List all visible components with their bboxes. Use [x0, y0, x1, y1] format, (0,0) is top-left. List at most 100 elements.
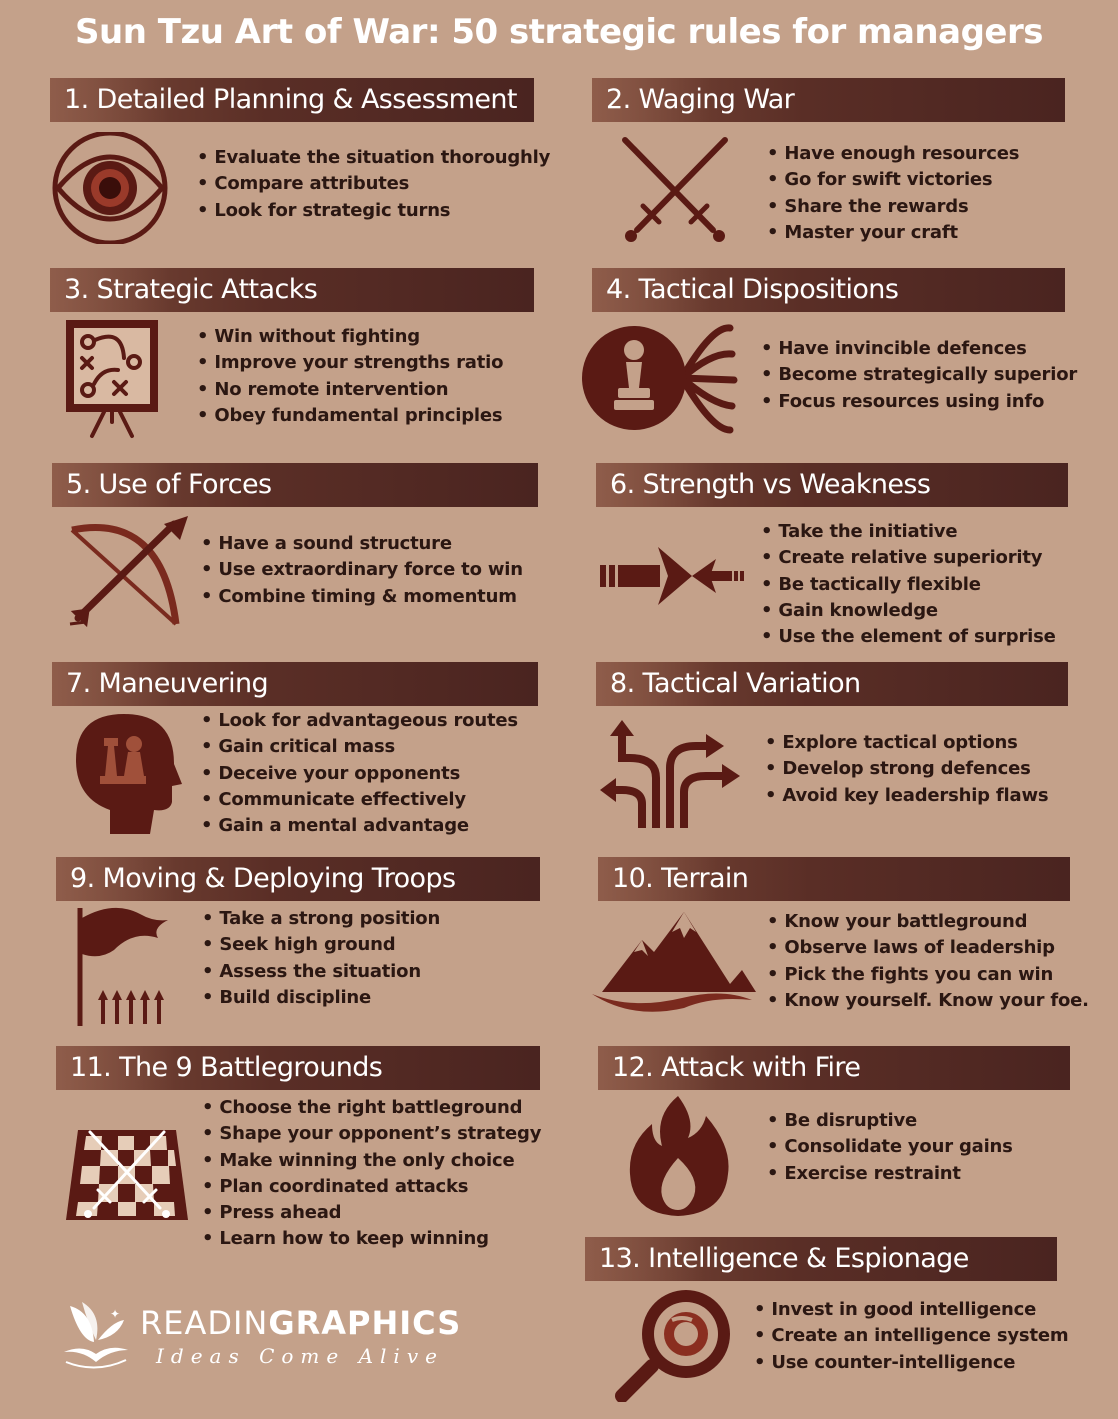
section-6-points: Take the initiative Create relative supe… — [761, 519, 1056, 650]
section-5-heading: 5. Use of Forces — [66, 469, 272, 500]
section-2-heading: 2. Waging War — [606, 84, 795, 115]
page-title: Sun Tzu Art of War: 50 strategic rules f… — [75, 12, 1043, 52]
list-item: Compare attributes — [197, 171, 550, 197]
list-item: Seek high ground — [202, 932, 440, 958]
section-11-banner: 11. The 9 Battlegrounds — [56, 1046, 540, 1090]
section-2-banner: 2. Waging War — [592, 78, 1065, 122]
list-item: Know your battleground — [767, 909, 1089, 935]
section-7-points: Look for advantageous routes Gain critic… — [201, 708, 518, 839]
list-item: Have enough resources — [767, 141, 1019, 167]
list-item: Master your craft — [767, 220, 1019, 246]
list-item: Look for strategic turns — [197, 198, 550, 224]
section-10-heading: 10. Terrain — [612, 863, 749, 894]
section-7-heading: 7. Maneuvering — [66, 668, 269, 699]
section-4-heading: 4. Tactical Dispositions — [606, 274, 899, 305]
list-item: Create relative superiority — [761, 545, 1056, 571]
list-item: Invest in good intelligence — [754, 1297, 1068, 1323]
section-13-points: Invest in good intelligence Create an in… — [754, 1297, 1068, 1376]
section-3-heading: 3. Strategic Attacks — [64, 274, 318, 305]
list-item: Go for swift victories — [767, 167, 1019, 193]
flag-troops-icon — [77, 907, 168, 1026]
section-4-banner: 4. Tactical Dispositions — [592, 268, 1065, 312]
list-item: Be tactically flexible — [761, 572, 1056, 598]
list-item: Deceive your opponents — [201, 761, 518, 787]
head-chess-icon — [76, 714, 182, 834]
section-1-heading: 1. Detailed Planning & Assessment — [64, 84, 518, 115]
section-6-banner: 6. Strength vs Weakness — [596, 463, 1068, 507]
list-item: Explore tactical options — [765, 730, 1048, 756]
list-item: Evaluate the situation thoroughly — [197, 145, 550, 171]
section-1-points: Evaluate the situation thoroughly Compar… — [197, 145, 550, 224]
list-item: Take the initiative — [761, 519, 1056, 545]
list-item: Make winning the only choice — [202, 1148, 541, 1174]
list-item: Shape your opponent’s strategy — [202, 1121, 541, 1147]
section-1-banner: 1. Detailed Planning & Assessment — [50, 78, 534, 122]
list-item: Have invincible defences — [761, 336, 1077, 362]
section-11-heading: 11. The 9 Battlegrounds — [70, 1052, 383, 1083]
list-item: Gain a mental advantage — [201, 813, 518, 839]
list-item: Obey fundamental principles — [197, 403, 503, 429]
list-item: Communicate effectively — [201, 787, 518, 813]
list-item: Focus resources using info — [761, 389, 1077, 415]
list-item: Exercise restraint — [767, 1161, 1013, 1187]
list-item: Pick the fights you can win — [767, 962, 1089, 988]
list-item: Be disruptive — [767, 1108, 1013, 1134]
list-item: Observe laws of leadership — [767, 935, 1089, 961]
chess-pawn-arrows-icon — [582, 324, 738, 434]
section-5-points: Have a sound structure Use extraordinary… — [201, 531, 523, 610]
section-13-heading: 13. Intelligence & Espionage — [599, 1243, 969, 1274]
brand-tagline: Ideas Come Alive — [156, 1344, 444, 1368]
mountains-icon — [592, 912, 756, 1012]
section-9-heading: 9. Moving & Deploying Troops — [70, 863, 456, 894]
list-item: Improve your strengths ratio — [197, 350, 503, 376]
list-item: Develop strong defences — [765, 756, 1048, 782]
section-12-banner: 12. Attack with Fire — [598, 1046, 1070, 1090]
list-item: Gain knowledge — [761, 598, 1056, 624]
list-item: Look for advantageous routes — [201, 708, 518, 734]
list-item: Plan coordinated attacks — [202, 1174, 541, 1200]
section-9-banner: 9. Moving & Deploying Troops — [56, 857, 540, 901]
diverging-arrows-icon — [600, 720, 740, 828]
list-item: Share the rewards — [767, 194, 1019, 220]
section-8-heading: 8. Tactical Variation — [610, 668, 861, 699]
section-9-points: Take a strong position Seek high ground … — [202, 906, 440, 1011]
section-4-points: Have invincible defences Become strategi… — [761, 336, 1077, 415]
list-item: Use counter-intelligence — [754, 1350, 1068, 1376]
list-item: Take a strong position — [202, 906, 440, 932]
list-item: No remote intervention — [197, 377, 503, 403]
bow-and-arrow-icon — [69, 516, 188, 628]
section-11-points: Choose the right battleground Shape your… — [202, 1095, 541, 1253]
list-item: Gain critical mass — [201, 734, 518, 760]
section-10-banner: 10. Terrain — [598, 857, 1070, 901]
section-7-banner: 7. Maneuvering — [52, 662, 538, 706]
list-item: Avoid key leadership flaws — [765, 783, 1048, 809]
list-item: Become strategically superior — [761, 362, 1077, 388]
section-12-points: Be disruptive Consolidate your gains Exe… — [767, 1108, 1013, 1187]
list-item: Choose the right battleground — [202, 1095, 541, 1121]
chessboard-swords-icon — [66, 1130, 188, 1220]
section-3-points: Win without fighting Improve your streng… — [197, 324, 503, 429]
section-8-banner: 8. Tactical Variation — [596, 662, 1068, 706]
list-item: Have a sound structure — [201, 531, 523, 557]
section-3-banner: 3. Strategic Attacks — [50, 268, 534, 312]
list-item: Use extraordinary force to win — [201, 557, 523, 583]
book-butterfly-logo-icon: ✦ — [64, 1302, 128, 1369]
list-item: Assess the situation — [202, 959, 440, 985]
list-item: Use the element of surprise — [761, 624, 1055, 650]
list-item: Press ahead — [202, 1200, 541, 1226]
list-item: Know yourself. Know your foe. — [767, 988, 1089, 1014]
opposing-arrows-icon — [600, 547, 744, 605]
crossed-swords-icon — [622, 137, 728, 242]
magnifier-eye-icon — [615, 1290, 730, 1402]
list-item: Consolidate your gains — [767, 1134, 1013, 1160]
section-8-points: Explore tactical options Develop strong … — [765, 730, 1048, 809]
brand-name: READINGRAPHICS — [140, 1304, 462, 1342]
flame-icon — [629, 1096, 729, 1216]
list-item: Build discipline — [202, 985, 440, 1011]
section-13-banner: 13. Intelligence & Espionage — [585, 1237, 1057, 1281]
eye-icon — [52, 132, 168, 244]
list-item: Combine timing & momentum — [201, 584, 523, 610]
list-item: Learn how to keep winning — [202, 1226, 541, 1252]
section-6-heading: 6. Strength vs Weakness — [610, 469, 931, 500]
list-item: Win without fighting — [197, 324, 503, 350]
